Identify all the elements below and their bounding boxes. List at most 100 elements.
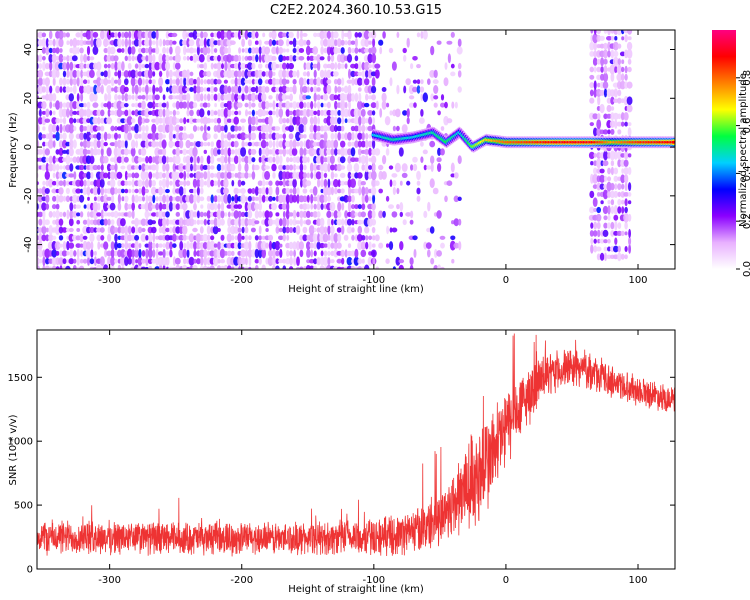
spectrogram-cell	[148, 141, 153, 147]
spectrogram-cell	[103, 77, 109, 86]
spectrogram-cell	[196, 76, 201, 87]
spectrogram-cell	[368, 165, 373, 170]
spectrogram-cell	[351, 141, 355, 147]
spectrogram-cell	[360, 241, 366, 251]
spectrogram-cell	[329, 155, 335, 164]
spectrogram-cell	[589, 190, 595, 199]
spectrogram-cell	[144, 139, 149, 149]
spectrogram-cell	[131, 249, 135, 258]
spectrogram-cell	[134, 133, 140, 140]
spectrogram-cell	[220, 139, 225, 149]
spectrogram-cell	[361, 124, 366, 133]
spectrogram-cell	[432, 79, 439, 85]
spectrogram-cell	[48, 123, 54, 134]
spectrogram-cell	[123, 148, 129, 156]
spectrogram-cell	[450, 31, 455, 38]
spectrogram-cell	[89, 219, 95, 225]
spectrogram-cell	[241, 125, 245, 132]
spectrogram-cell	[165, 54, 170, 62]
spectrogram-cell	[341, 257, 345, 265]
spectrogram-cell	[145, 171, 149, 180]
spectrogram-cell	[210, 172, 215, 179]
spectrogram-cell	[282, 217, 287, 227]
spectrogram-cell	[247, 188, 253, 194]
spectrogram-cell	[206, 54, 211, 63]
spectrogram-cell	[200, 31, 204, 39]
spectrogram-cell	[131, 188, 135, 194]
spectrogram-cell	[78, 103, 85, 108]
spectrogram-cell	[268, 115, 273, 126]
spectrogram-cell	[350, 70, 356, 78]
spectrogram-cell	[151, 242, 156, 249]
spectrogram-cell	[331, 180, 334, 186]
spectrogram-cell	[55, 203, 60, 210]
spectrogram-cell	[189, 87, 194, 92]
colorbar-tick-label: 0.4	[742, 165, 750, 181]
spectrogram-cell	[247, 249, 253, 258]
spectrogram-cell	[38, 258, 43, 264]
spectrogram-cell	[340, 140, 346, 148]
spectrogram-cell	[620, 153, 626, 158]
spectrogram-cell	[602, 205, 609, 215]
spectrogram-cell	[354, 55, 359, 62]
spectrogram-cell	[261, 85, 267, 94]
spectrogram-cell	[275, 132, 280, 140]
spectrogram-cell	[357, 179, 362, 187]
spectrogram-cell	[398, 259, 405, 264]
spectrogram-frame	[36, 29, 676, 270]
spectrogram-cell	[315, 171, 322, 180]
spectrogram-cell	[372, 139, 376, 149]
spectrogram-cell	[158, 117, 163, 124]
spectrogram-cell	[56, 125, 60, 132]
spectrogram-cell	[607, 214, 611, 221]
spectrogram-cell	[261, 163, 267, 172]
spectrogram-cell	[607, 167, 611, 175]
spectrogram-cell	[75, 179, 82, 187]
spectrogram-cell	[107, 63, 111, 69]
spectrogram-cell	[620, 230, 625, 237]
spectrogram-cell	[330, 148, 335, 156]
spectrogram-cell	[86, 55, 91, 61]
spectrogram-cell	[148, 61, 152, 71]
spectrogram-cell	[137, 53, 143, 64]
spectrogram-cell	[356, 172, 363, 179]
spectrogram-cell	[76, 93, 80, 102]
spectrogram-cell	[396, 125, 400, 132]
spectrogram-cell	[308, 147, 315, 157]
spectrogram-cell	[353, 125, 359, 132]
spectrogram-cell	[152, 93, 156, 102]
spectrogram-cell	[155, 248, 159, 259]
spectrogram-cell	[48, 70, 53, 78]
spectrogram-cell	[120, 102, 126, 109]
spectrogram-cell	[231, 235, 235, 241]
spectrogram-cell	[264, 165, 270, 170]
spectrogram-cell	[66, 61, 70, 71]
spectrogram-cell	[607, 238, 611, 244]
spectrogram-cell	[58, 156, 64, 163]
spectrogram-cell	[347, 84, 352, 95]
spectrogram-cell	[114, 170, 118, 181]
spectrogram-cell	[306, 55, 310, 61]
spectrogram-cell	[65, 101, 70, 109]
spectrogram-cell	[410, 210, 414, 219]
spectrogram-cell	[264, 124, 270, 133]
spectrogram-cell	[76, 76, 80, 87]
spectrogram-cell	[117, 31, 121, 39]
spectrogram-cell	[437, 110, 441, 116]
spectrogram-cell	[111, 87, 115, 92]
spectrogram-cell	[298, 134, 304, 139]
spectrogram-cell	[365, 93, 369, 101]
spectrogram-cell	[329, 124, 336, 133]
spectrogram-cell	[52, 38, 56, 47]
spectrogram-cell	[261, 148, 266, 155]
spectrogram-cell	[85, 30, 92, 40]
spectrogram-cell	[202, 116, 208, 125]
spectrogram-cell	[600, 57, 604, 67]
spectrogram-cell	[55, 100, 61, 110]
spectrogram-cell	[333, 116, 338, 125]
spectrogram-cell	[336, 242, 342, 249]
spectrogram-cell	[336, 125, 343, 132]
spectrogram-cell	[429, 226, 435, 234]
spectrogram-cell	[89, 233, 95, 243]
